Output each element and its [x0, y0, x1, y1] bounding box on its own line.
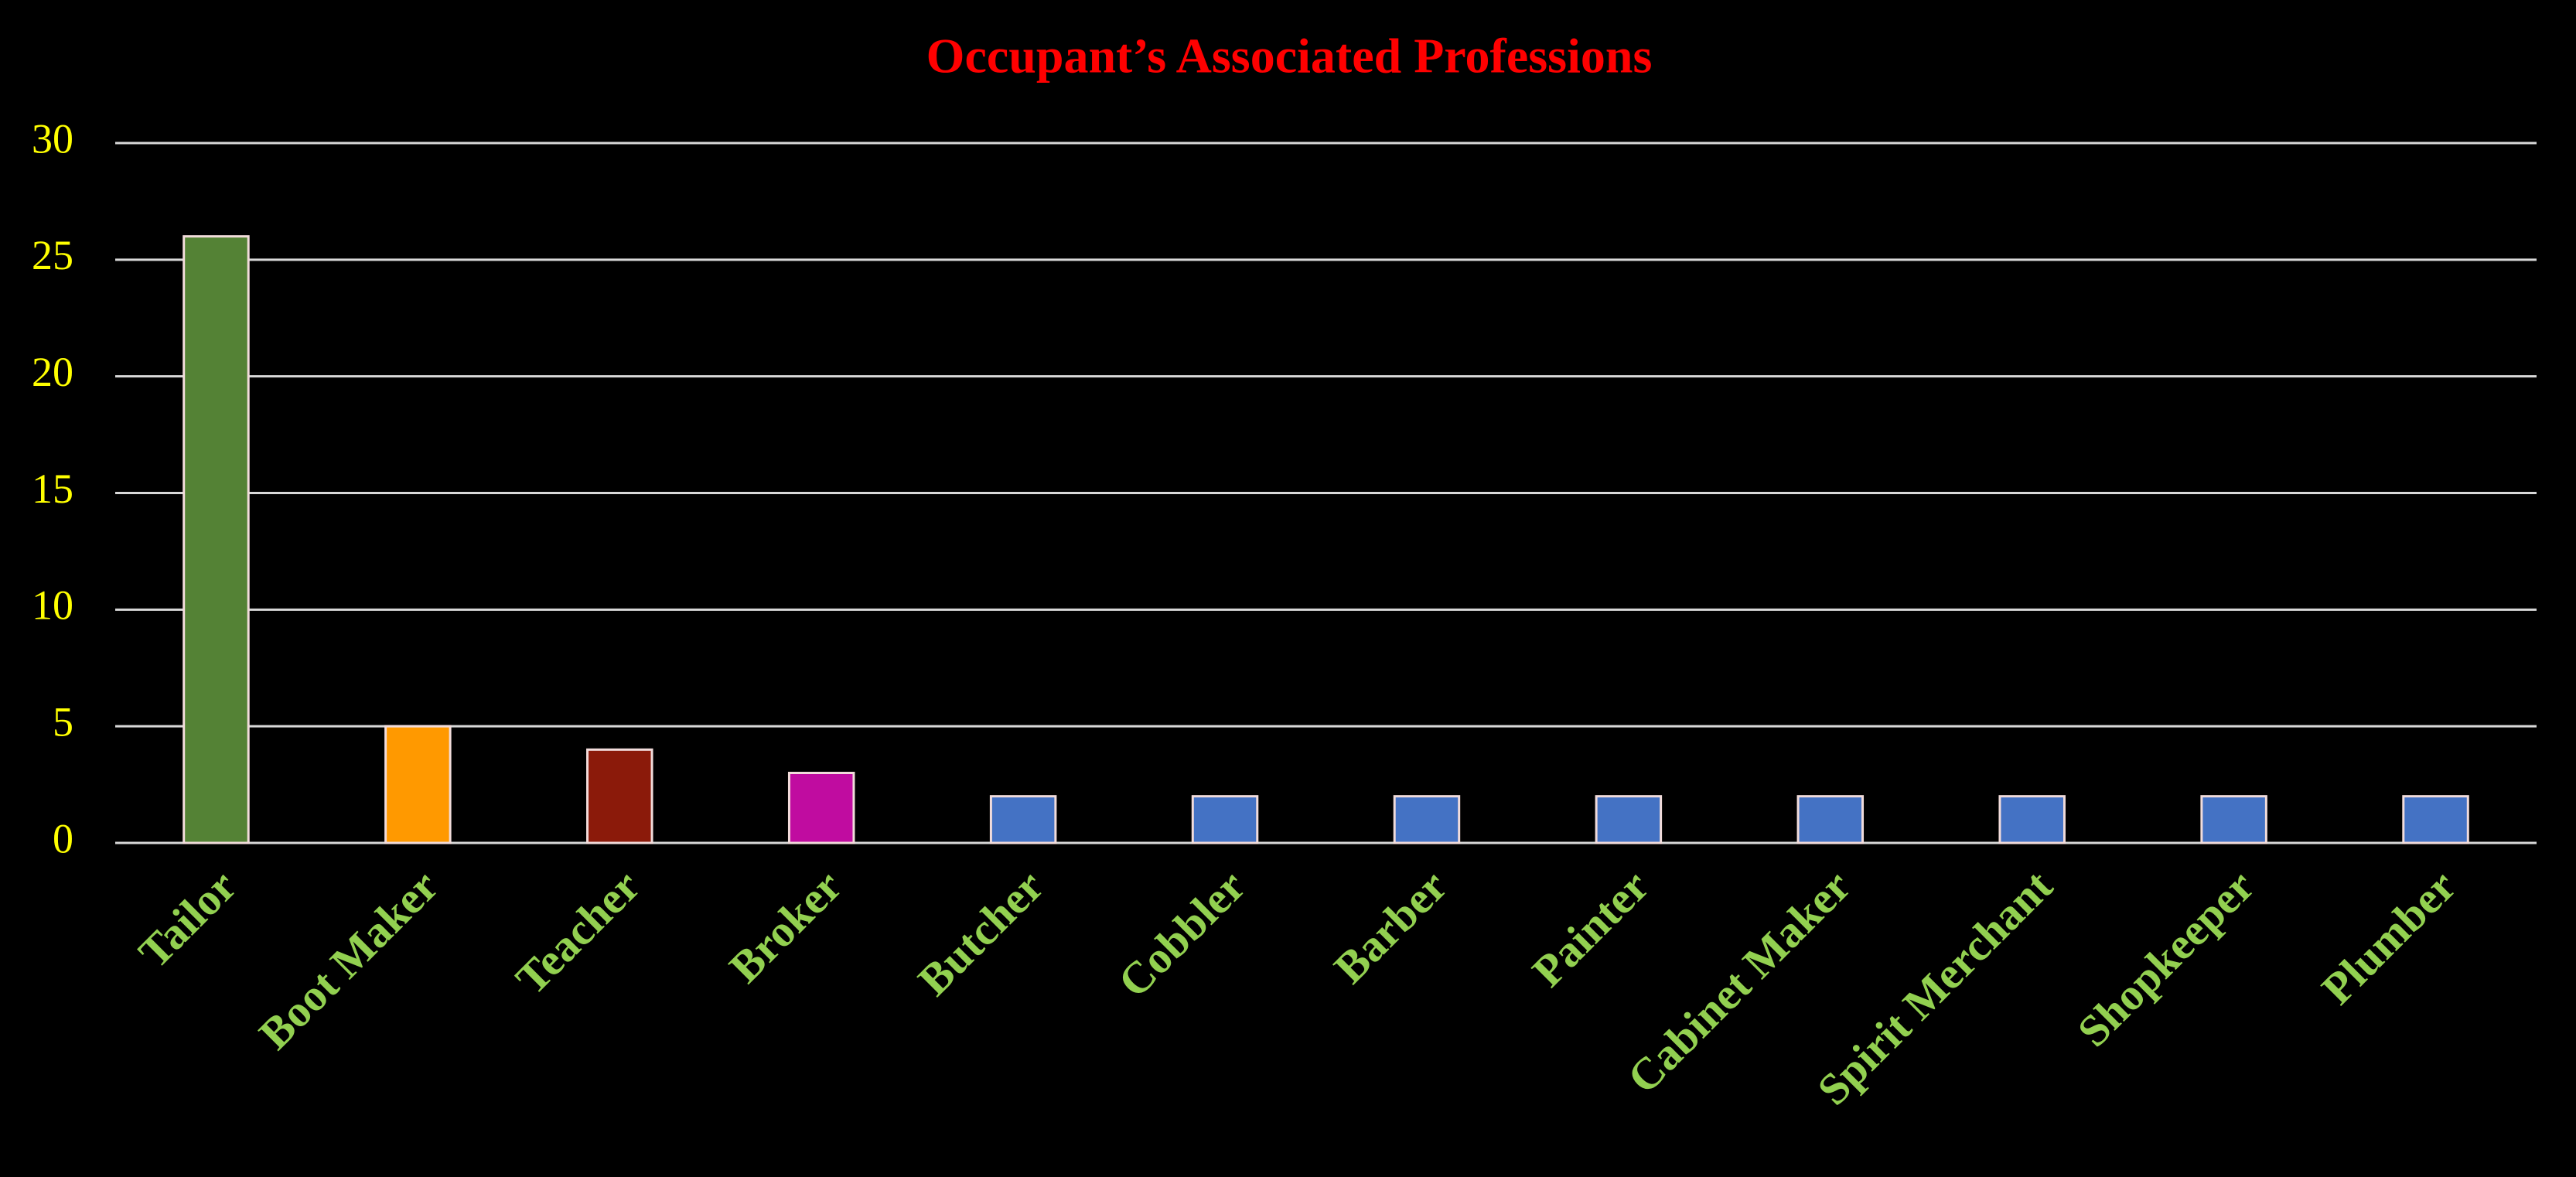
bar	[1998, 795, 2066, 844]
y-tick-label: 10	[32, 582, 73, 629]
bar	[1393, 795, 1461, 844]
y-tick-label: 30	[32, 115, 73, 162]
bar	[2200, 795, 2267, 844]
bar	[2402, 795, 2469, 844]
y-tick-label: 5	[53, 699, 73, 745]
y-tick-label: 0	[53, 815, 73, 861]
x-tick-label: Shopkeeper	[2068, 861, 2264, 1056]
x-tick-label: Tailor	[129, 861, 247, 978]
chart-title: Occupant’s Associated Professions	[926, 29, 1653, 84]
bar	[787, 772, 855, 844]
y-tick-label: 25	[32, 232, 73, 278]
bar	[1191, 795, 1259, 844]
bar	[586, 748, 653, 844]
x-tick-label: Plumber	[2312, 861, 2466, 1015]
bar	[989, 795, 1057, 844]
x-tick-label: Butcher	[909, 861, 1053, 1005]
bar	[1595, 795, 1663, 844]
x-tick-label: Teacher	[506, 861, 650, 1005]
bar	[1796, 795, 1865, 844]
bar	[384, 725, 452, 844]
bar	[183, 235, 250, 844]
x-tick-label: Boot Maker	[249, 861, 448, 1059]
x-tick-label: Barber	[1324, 861, 1456, 993]
x-tick-label: Broker	[719, 861, 851, 993]
y-tick-label: 15	[32, 466, 73, 512]
x-tick-label: Painter	[1523, 861, 1659, 997]
x-tick-label: Cobbler	[1108, 861, 1255, 1008]
y-tick-label: 20	[32, 349, 73, 395]
